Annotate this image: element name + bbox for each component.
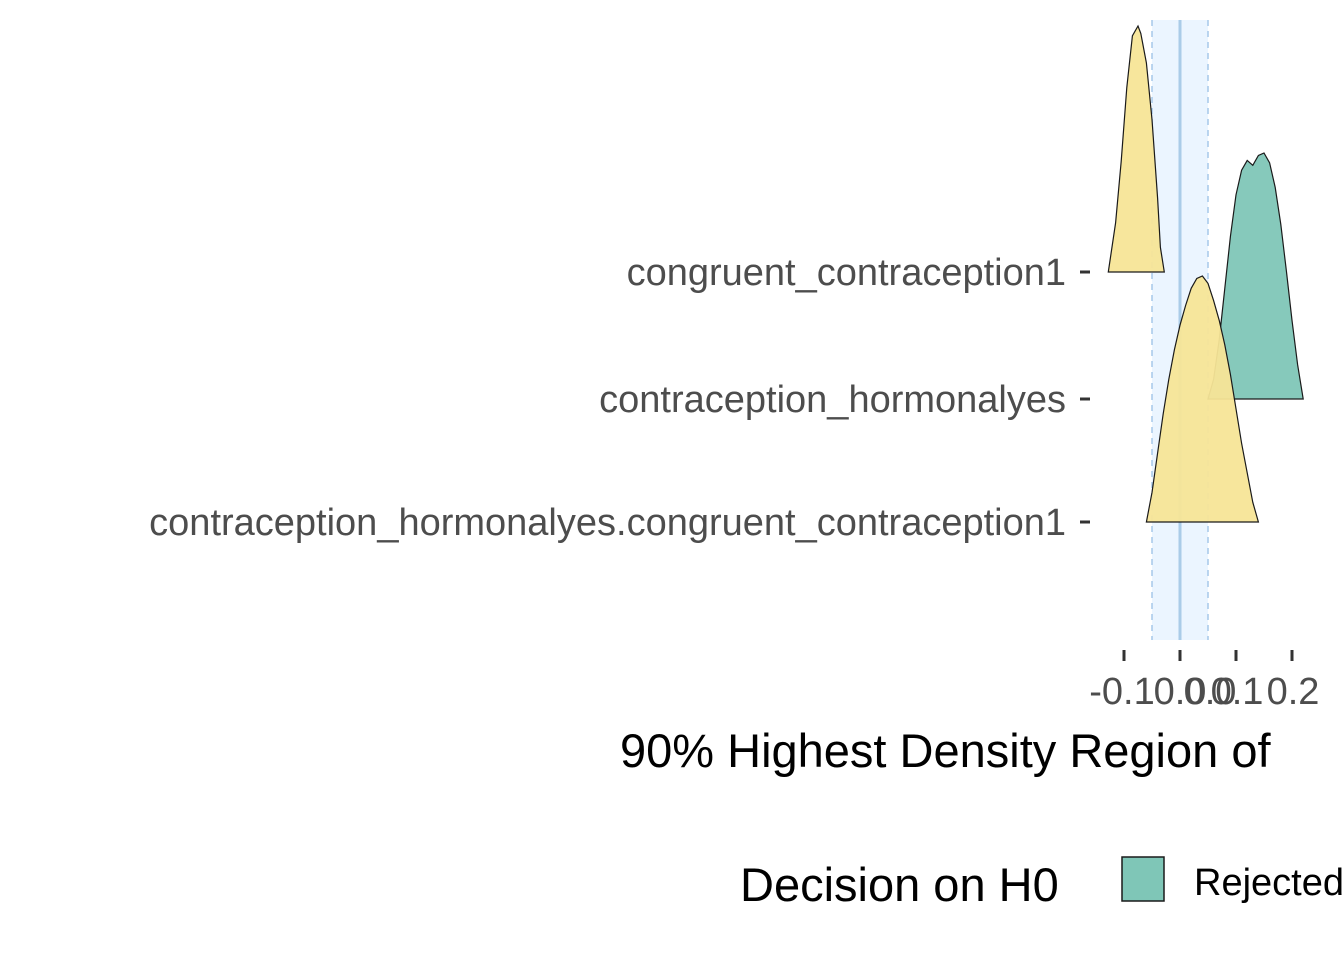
legend: Decision on H0 Rejected xyxy=(740,856,1344,911)
y-tick-label: congruent_contraception1 xyxy=(627,252,1066,294)
x-tick-label: 0.0 xyxy=(1154,671,1207,713)
density-ridge-2 xyxy=(1207,152,1304,400)
density-ridge-1 xyxy=(1107,24,1166,273)
x-tick-label: 0.1 xyxy=(1211,671,1264,713)
y-tick-label: contraception_hormonalyes.congruent_cont… xyxy=(149,502,1066,544)
density-ridges xyxy=(1107,24,1304,523)
x-tick-label: 0.2 xyxy=(1267,671,1320,713)
x-tick-label: 0.0 xyxy=(1184,671,1237,713)
y-tick-label: contraception_hormonalyes xyxy=(599,379,1066,421)
y-axis: congruent_contraception1 contraception_ho… xyxy=(149,252,1090,544)
x-axis: -0.10.00.00.1 0.2 xyxy=(1089,650,1319,713)
x-axis-title: 90% Highest Density Region of xyxy=(620,724,1271,777)
legend-label: Rejected xyxy=(1194,862,1344,904)
x-tick-label: -0.1 xyxy=(1089,671,1154,713)
density-ridge-3 xyxy=(1145,275,1260,523)
legend-title: Decision on H0 xyxy=(740,858,1059,911)
legend-swatch xyxy=(1121,856,1165,902)
